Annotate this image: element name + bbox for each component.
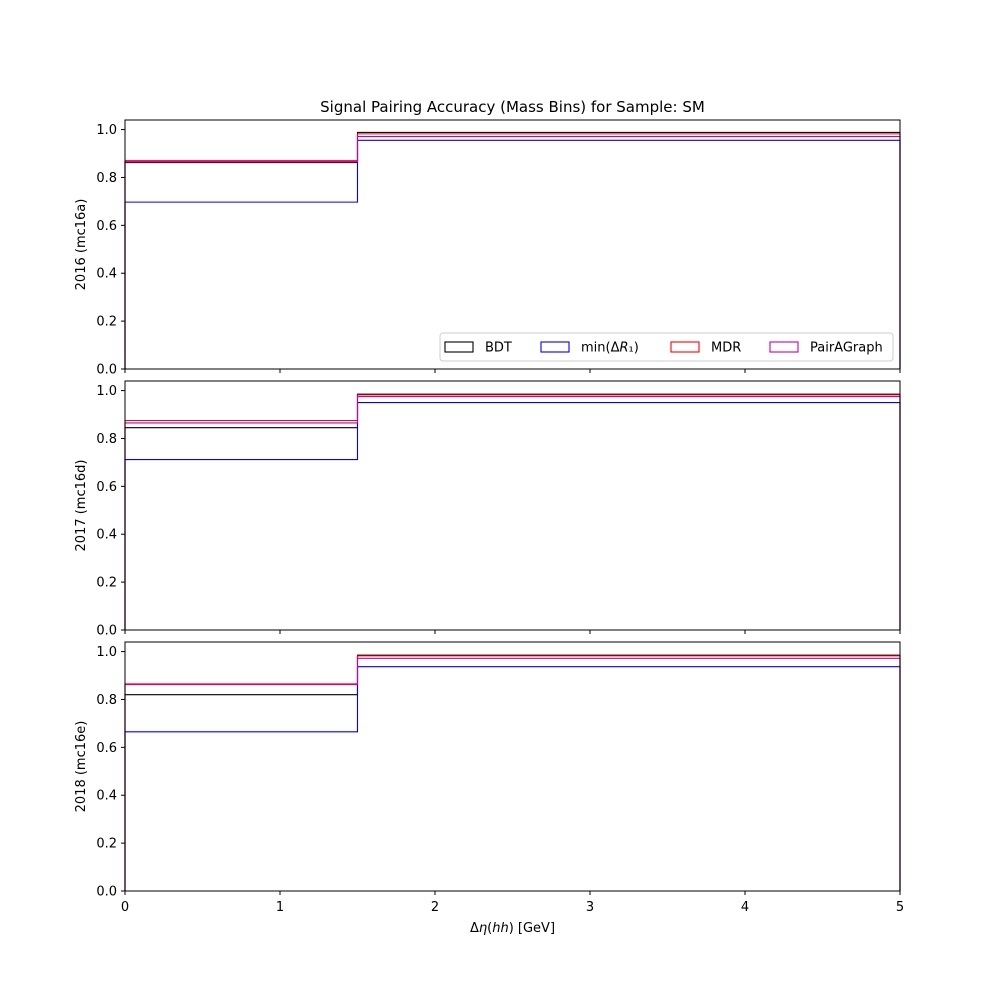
series-2-panel-2: [124, 401, 901, 630]
legend-swatch-1: [444, 341, 474, 353]
series-4-panel-2: [124, 396, 901, 630]
y-tick-label-panel-1: 0.2: [96, 315, 117, 330]
series-1-panel-3: [124, 654, 901, 891]
y-axis-label-panel-2: 2017 (mc16d): [74, 460, 89, 552]
y-tick-label-panel-1: 0.8: [96, 171, 117, 186]
legend-label-1: BDT: [485, 341, 512, 356]
x-tick-label: 1: [276, 900, 284, 915]
x-tick-label: 3: [586, 900, 594, 915]
x-tick-label: 5: [896, 900, 904, 915]
y-tick-label-panel-2: 0.0: [96, 624, 117, 639]
series-3-panel-3: [124, 655, 901, 891]
y-tick-label-panel-2: 0.4: [96, 528, 117, 543]
legend-box: [439, 332, 894, 362]
axes-frame-panel-3: [124, 641, 901, 892]
panel-2: 0.0 0.2 0.4 0.6 0.8 1.0 2017 (mc16d): [74, 380, 901, 639]
y-tick-label-panel-3: 0.4: [96, 789, 117, 804]
legend-swatch-2: [540, 341, 570, 353]
y-axis-label-panel-1: 2016 (mc16a): [74, 199, 89, 291]
y-tick-label-panel-2: 0.8: [96, 432, 117, 447]
series-2-panel-3: [124, 666, 901, 891]
y-tick-label-panel-3: 1.0: [96, 645, 117, 660]
panel-1: 0.0 0.2 0.4 0.6 0.8 1.0 2016 (mc16a): [74, 119, 901, 378]
y-tick-label-panel-1: 0.6: [96, 219, 117, 234]
y-tick-label-panel-2: 0.6: [96, 480, 117, 495]
y-tick-label-panel-3: 0.2: [96, 837, 117, 852]
axes-frame-panel-1: [124, 119, 901, 370]
y-tick-label-panel-2: 0.2: [96, 576, 117, 591]
series-3-panel-2: [124, 394, 901, 630]
y-tick-label-panel-1: 1.0: [96, 123, 117, 138]
legend-label-3: MDR: [711, 341, 741, 356]
y-tick-label-panel-3: 0.8: [96, 693, 117, 708]
y-tick-label-panel-1: 0.4: [96, 267, 117, 282]
legend-label-4: PairAGraph: [810, 341, 883, 356]
legend-label-2: min(ΔR₁): [581, 341, 639, 356]
panel-3: 0.0 0.2 0.4 0.6 0.8 1.0 0 1 2 3 4 5 2018 (mc16e): [74, 641, 904, 915]
x-tick-label: 2: [431, 900, 439, 915]
axes-frame-panel-2: [124, 380, 901, 631]
legend: BDT min(ΔR₁) MDR PairAGraph: [439, 332, 894, 362]
chart-title: Signal Pairing Accuracy (Mass Bins) for …: [320, 98, 705, 116]
legend-swatch-4: [769, 341, 799, 353]
y-tick-label-panel-3: 0.6: [96, 741, 117, 756]
y-tick-label-panel-2: 1.0: [96, 384, 117, 399]
x-tick-label: 0: [121, 900, 129, 915]
legend-swatch-3: [670, 341, 700, 353]
y-tick-label-panel-3: 0.0: [96, 885, 117, 900]
y-tick-label-panel-1: 0.0: [96, 363, 117, 378]
series-1-panel-2: [124, 393, 901, 630]
x-axis-label: Δη(hh) [GeV]: [470, 921, 555, 936]
series-4-panel-3: [124, 657, 901, 891]
x-tick-label: 4: [741, 900, 749, 915]
y-axis-label-panel-3: 2018 (mc16e): [74, 721, 89, 813]
